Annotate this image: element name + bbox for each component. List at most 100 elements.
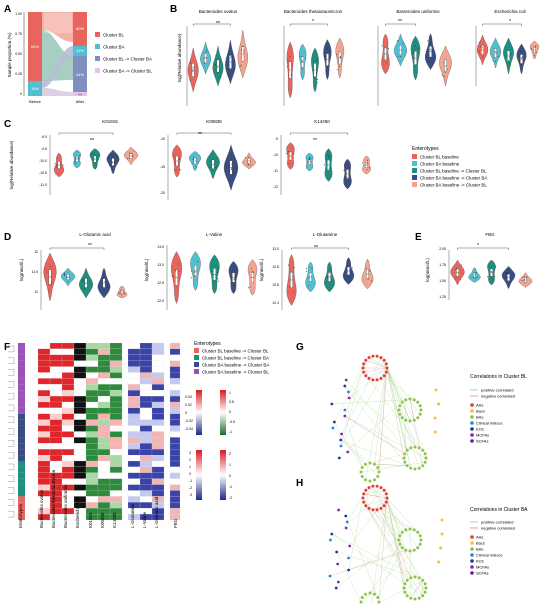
network-node — [371, 378, 375, 382]
heatmap-cell — [139, 431, 153, 438]
chart-b4-sig: * — [509, 19, 511, 25]
violin-point — [327, 156, 329, 158]
scale-1-tick: 0 — [185, 411, 187, 415]
dendrogram-branch — [8, 416, 15, 423]
network-node — [363, 478, 368, 482]
network-node — [398, 542, 402, 546]
violin-point — [311, 267, 313, 269]
violin-point — [171, 275, 173, 277]
heatmap-cell — [18, 508, 25, 515]
violin-point — [482, 56, 484, 58]
violin-point — [417, 47, 419, 49]
violin-point — [227, 68, 229, 70]
heatmap-cell — [37, 348, 51, 355]
violin-point — [212, 271, 214, 273]
network-edge — [339, 402, 403, 459]
scale-1-tick: 0.02 — [185, 403, 192, 407]
scale-2-tick: 0.5 — [229, 400, 234, 404]
network-node — [377, 470, 381, 474]
violin-point — [288, 286, 290, 288]
network-node — [379, 355, 383, 360]
network-node — [400, 400, 404, 404]
significance-bracket — [193, 23, 231, 26]
violin-point — [179, 169, 181, 171]
panel-e-letter: E — [415, 232, 422, 243]
heatmap-cell — [97, 407, 111, 414]
d3-ytick: 12.4 — [272, 301, 279, 305]
heatmap-cell — [139, 460, 153, 467]
network-edge — [409, 398, 415, 421]
scale-2-tick: -0.5 — [229, 420, 235, 424]
network-node — [412, 528, 416, 532]
violin-point — [214, 167, 216, 169]
heatmap-cell — [85, 502, 99, 509]
panel-g-letter: G — [296, 342, 304, 353]
heatmap-cell — [139, 484, 153, 491]
network-node — [364, 504, 368, 508]
network-node — [421, 464, 425, 468]
heatmap-cell — [61, 360, 75, 367]
heatmap-cell — [37, 460, 51, 467]
network-node — [405, 594, 409, 598]
heatmap-cell — [127, 407, 141, 414]
heatmap-cell — [109, 413, 123, 420]
violin-point — [247, 287, 249, 289]
heatmap-cell — [49, 354, 63, 361]
network-edge — [363, 363, 370, 379]
dendrogram-branch — [8, 499, 15, 506]
heatmap-col-label: Bacteroides uniformis — [63, 484, 68, 528]
heatmap-cell — [97, 490, 111, 497]
heatmap-cell — [73, 407, 87, 414]
heatmap-cell — [49, 342, 63, 349]
heatmap-cell — [73, 348, 87, 355]
network-edge — [348, 497, 364, 571]
network-edge — [347, 490, 366, 523]
violin-point — [459, 279, 461, 281]
heatmap-cell — [97, 354, 111, 361]
network-node — [367, 376, 371, 381]
legend-node-swatch — [470, 439, 474, 443]
heatmap-cell — [139, 472, 153, 479]
violin-point — [508, 66, 510, 68]
heatmap-cell — [37, 443, 51, 450]
panel-a-ytick: 0.75 — [15, 32, 22, 36]
network-edge — [386, 497, 408, 596]
heatmap-cell — [139, 490, 153, 497]
network-node — [408, 419, 412, 423]
heatmap-cell — [49, 348, 63, 355]
violin-point — [429, 49, 431, 51]
heatmap-cell — [109, 496, 123, 503]
violin-point — [242, 45, 244, 47]
flow-ba-bl — [42, 88, 73, 96]
network-node — [360, 595, 364, 600]
heatmap-cell — [109, 514, 123, 521]
violin-point — [248, 164, 250, 166]
c2-ytick: -10 — [160, 137, 165, 141]
violin-point — [492, 59, 494, 61]
violin-point — [481, 47, 483, 49]
panel-d-violins — [40, 245, 374, 310]
heatmap-cell — [85, 437, 99, 444]
violin-point — [233, 173, 235, 175]
network-edge — [386, 497, 405, 589]
heatmap-cell — [127, 478, 141, 485]
heatmap-cell — [18, 455, 25, 461]
network-edge — [386, 367, 421, 415]
network-node — [439, 546, 443, 550]
legend-a-swatch — [95, 44, 100, 49]
violin-point — [327, 47, 329, 49]
violin-point — [456, 268, 458, 270]
heatmap-cell — [139, 478, 153, 485]
network-node — [360, 474, 364, 479]
heatmap-cell — [109, 396, 123, 403]
heatmap-cell — [18, 490, 25, 497]
panel-c-letter: C — [4, 119, 11, 130]
heatmap-cell — [151, 342, 165, 349]
violin-point — [287, 60, 289, 62]
network-node — [367, 355, 371, 360]
heatmap-cell — [169, 437, 181, 444]
heatmap-cell — [109, 472, 123, 479]
violin-point — [329, 156, 331, 158]
heatmap-cell — [151, 413, 165, 420]
chart-b3-sig: ** — [398, 19, 402, 25]
